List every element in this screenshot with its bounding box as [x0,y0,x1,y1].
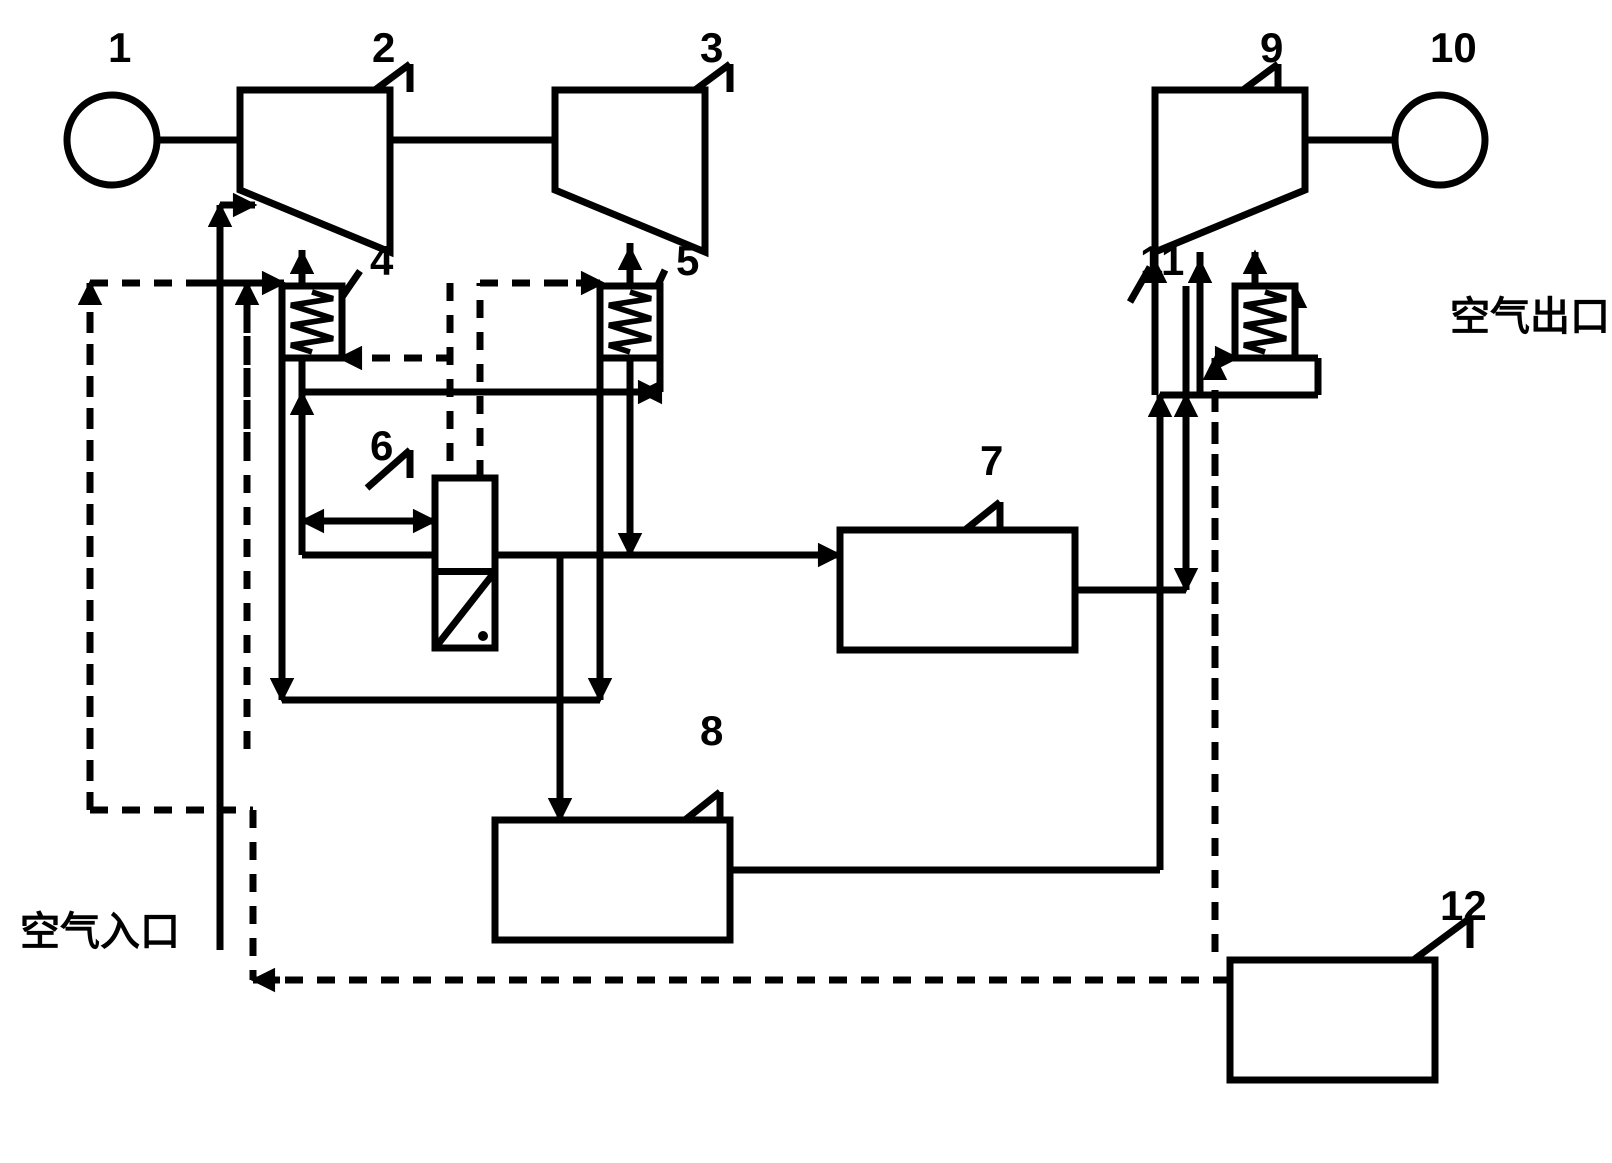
label-n10: 10 [1430,24,1477,71]
label-n7: 7 [980,437,1003,484]
label-n8: 8 [700,707,723,754]
label-n6: 6 [370,422,393,469]
label-n9: 9 [1260,24,1283,71]
valve-6 [435,478,495,648]
label-n5: 5 [676,237,699,284]
label-n2: 2 [372,24,395,71]
label-n4: 4 [370,237,394,284]
turbine-t9 [1155,90,1305,252]
turbine-t2 [240,90,390,252]
label-n12: 12 [1440,882,1487,929]
component-c1 [67,95,157,185]
box-b8 [495,820,730,940]
label-airOut: 空气出口 [1450,295,1610,339]
box-b12 [1230,960,1435,1080]
box-b7 [840,530,1075,650]
turbine-t3 [555,90,705,252]
label-n11: 11 [1140,237,1184,284]
label-n1: 1 [108,24,131,71]
label-airIn: 空气入口 [20,910,180,954]
valve-dot [478,631,488,641]
component-c10 [1395,95,1485,185]
label-n3: 3 [700,24,723,71]
